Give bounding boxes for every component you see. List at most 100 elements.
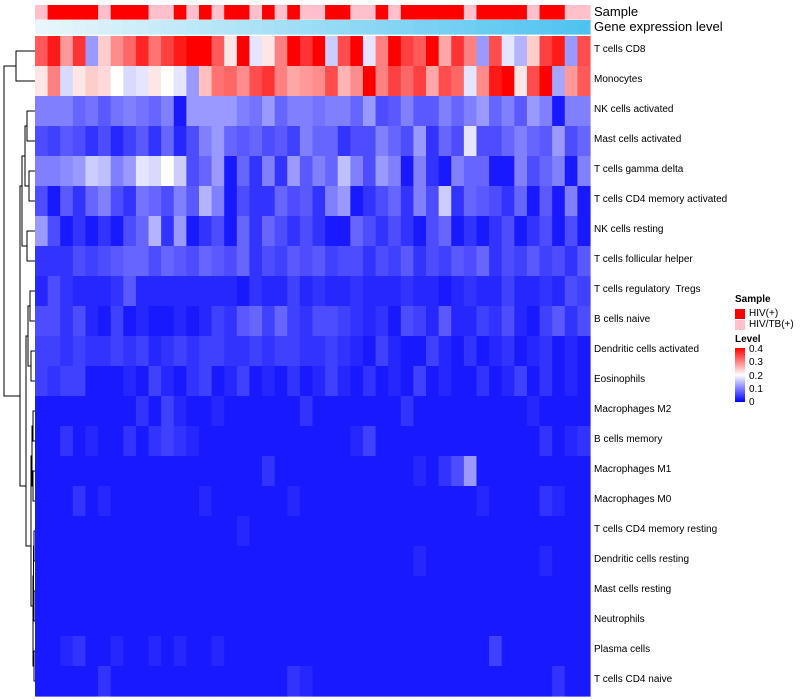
heatmap-cell bbox=[526, 276, 541, 307]
sample-annotation-cell bbox=[476, 5, 490, 20]
heatmap-cell bbox=[148, 36, 162, 67]
heatmap-cell bbox=[350, 246, 364, 277]
heatmap-cell bbox=[463, 66, 478, 97]
heatmap-cell bbox=[564, 666, 578, 697]
expression-annotation-cell bbox=[388, 20, 402, 35]
dendrogram-branch bbox=[29, 290, 35, 322]
heatmap-cell bbox=[325, 546, 339, 577]
heatmap-cell bbox=[438, 576, 452, 607]
heatmap-cell bbox=[526, 246, 541, 277]
heatmap-cell bbox=[426, 216, 440, 247]
heatmap-cell bbox=[514, 126, 528, 157]
heatmap-cell bbox=[148, 216, 162, 247]
expression-annotation-cell bbox=[426, 20, 440, 35]
heatmap-cell bbox=[438, 306, 452, 337]
heatmap-cell bbox=[274, 156, 288, 187]
heatmap-cell bbox=[148, 156, 162, 187]
heatmap-cell bbox=[438, 396, 452, 427]
heatmap-cell bbox=[135, 36, 150, 67]
heatmap-cell bbox=[413, 126, 427, 157]
heatmap-cell bbox=[400, 516, 415, 547]
heatmap-cell bbox=[135, 156, 150, 187]
heatmap-cell bbox=[388, 96, 402, 127]
dendrogram-branch bbox=[30, 350, 35, 382]
heatmap-cell bbox=[489, 186, 503, 217]
heatmap-cell bbox=[60, 156, 74, 187]
heatmap-cell bbox=[539, 636, 553, 667]
heatmap-cell bbox=[426, 546, 440, 577]
heatmap-cell bbox=[337, 216, 351, 247]
dendrogram-branch bbox=[3, 65, 20, 397]
heatmap-cell bbox=[426, 126, 440, 157]
sample-annotation-cell bbox=[173, 5, 187, 20]
expression-annotation-cell bbox=[577, 20, 591, 35]
heatmap-cell bbox=[98, 576, 112, 607]
heatmap-cell bbox=[60, 486, 74, 517]
heatmap-cell bbox=[362, 186, 377, 217]
heatmap-cell bbox=[552, 36, 566, 67]
heatmap-cell bbox=[362, 366, 377, 397]
heatmap-cell bbox=[98, 216, 112, 247]
heatmap-cell bbox=[148, 606, 162, 637]
sample-annotation-cell bbox=[135, 5, 150, 20]
heatmap-cell bbox=[85, 486, 99, 517]
level-tick-0-2: 0.2 bbox=[749, 371, 763, 382]
sample-annotation-cell bbox=[85, 5, 99, 20]
heatmap-cell bbox=[47, 366, 61, 397]
heatmap-cell bbox=[451, 636, 465, 667]
heatmap-cell bbox=[60, 36, 74, 67]
heatmap-cell bbox=[489, 216, 503, 247]
heatmap-cell bbox=[451, 576, 465, 607]
expression-annotation-cell bbox=[249, 20, 263, 35]
heatmap-cell bbox=[476, 666, 490, 697]
heatmap-cell bbox=[577, 126, 591, 157]
heatmap-cell bbox=[325, 156, 339, 187]
heatmap-cell bbox=[123, 516, 137, 547]
heatmap-cell bbox=[72, 606, 87, 637]
heatmap-cell bbox=[526, 456, 541, 487]
heatmap-cell bbox=[552, 186, 566, 217]
heatmap-cell bbox=[186, 216, 200, 247]
heatmap-cell bbox=[98, 306, 112, 337]
heatmap-cell bbox=[350, 396, 364, 427]
heatmap-cell bbox=[577, 366, 591, 397]
heatmap-cell bbox=[489, 366, 503, 397]
heatmap-cell bbox=[123, 666, 137, 697]
heatmap-cell bbox=[325, 666, 339, 697]
heatmap-cell bbox=[173, 306, 187, 337]
heatmap-cell bbox=[262, 156, 276, 187]
heatmap-cell bbox=[98, 186, 112, 217]
sample-annotation-cell bbox=[35, 5, 49, 20]
heatmap-cell bbox=[249, 606, 263, 637]
heatmap-cell bbox=[350, 576, 364, 607]
heatmap-cell bbox=[123, 546, 137, 577]
heatmap-cell bbox=[463, 666, 478, 697]
heatmap-cell bbox=[489, 276, 503, 307]
heatmap-cell bbox=[135, 486, 150, 517]
heatmap-cell bbox=[161, 396, 175, 427]
heatmap-cell bbox=[337, 666, 351, 697]
heatmap-cell bbox=[350, 306, 364, 337]
sample-annotation-cell bbox=[362, 5, 377, 20]
heatmap-cell bbox=[426, 456, 440, 487]
heatmap-cell bbox=[350, 186, 364, 217]
heatmap-cell bbox=[224, 456, 238, 487]
level-tick-0-3: 0.3 bbox=[749, 357, 763, 368]
heatmap-cell bbox=[476, 486, 490, 517]
heatmap-cell bbox=[47, 396, 61, 427]
heatmap-cell bbox=[388, 576, 402, 607]
heatmap-cell bbox=[60, 546, 74, 577]
sample-annotation-cell bbox=[325, 5, 339, 20]
heatmap-cell bbox=[539, 366, 553, 397]
heatmap-cell bbox=[85, 186, 99, 217]
heatmap-cell bbox=[438, 456, 452, 487]
heatmap-cell bbox=[123, 606, 137, 637]
heatmap-cell bbox=[35, 126, 49, 157]
heatmap-cell bbox=[539, 456, 553, 487]
heatmap-cell bbox=[501, 666, 515, 697]
heatmap-cell bbox=[564, 576, 578, 607]
heatmap-cell bbox=[173, 456, 187, 487]
heatmap-cell bbox=[173, 396, 187, 427]
heatmap-cell bbox=[526, 486, 541, 517]
heatmap-cell bbox=[262, 36, 276, 67]
